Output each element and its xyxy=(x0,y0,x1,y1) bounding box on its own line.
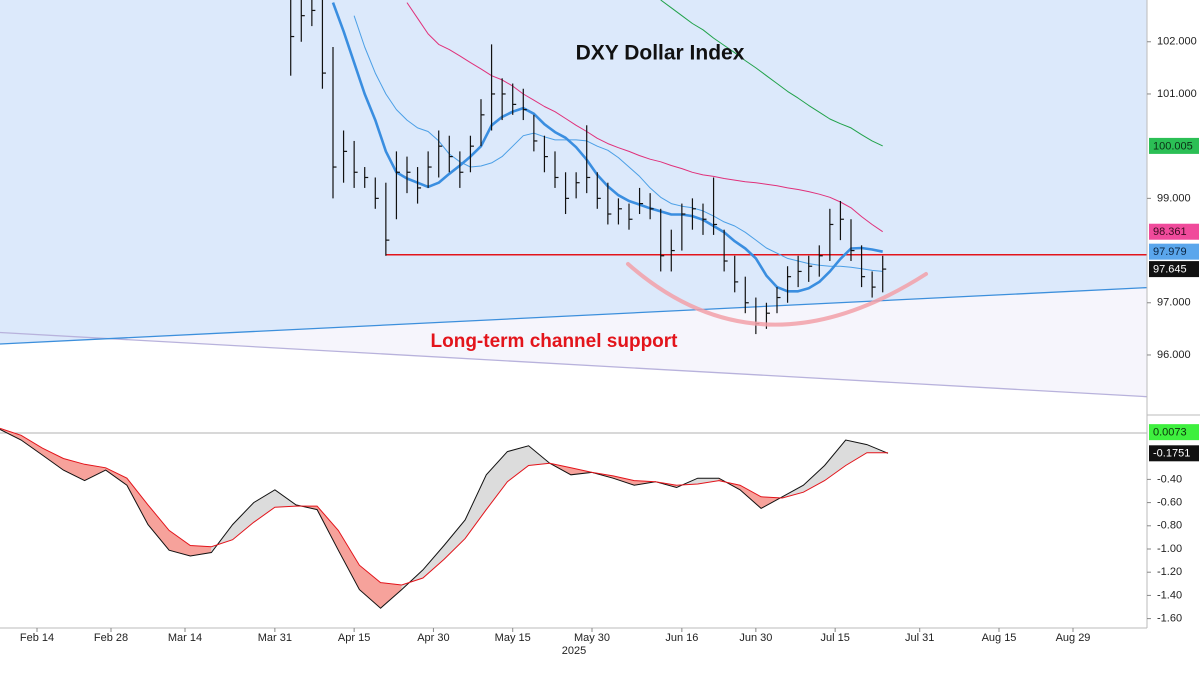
x-tick-label: Aug 29 xyxy=(1056,632,1091,644)
x-tick-label: Apr 30 xyxy=(417,632,449,644)
x-tick-label: Jun 16 xyxy=(665,632,698,644)
channel-line xyxy=(0,331,1147,398)
x-tick-label: May 15 xyxy=(495,632,531,644)
x-tick-label: May 30 xyxy=(574,632,610,644)
price-tag xyxy=(1149,223,1199,240)
price-tag xyxy=(1149,243,1199,260)
price-tag-label: -0.1751 xyxy=(1153,448,1190,460)
x-tick-label: Aug 15 xyxy=(982,632,1017,644)
price-tag-label: 0.0073 xyxy=(1153,427,1187,439)
axes: 102.000 101.000 99.000 97.000 96.000 100.005 9… xyxy=(20,36,1199,644)
y-tick-label: 101.000 xyxy=(1157,88,1197,100)
x-tick-label: Jun 30 xyxy=(739,632,772,644)
moving-average xyxy=(353,15,883,272)
moving-average xyxy=(406,2,883,233)
x-tick-label: Apr 15 xyxy=(338,632,370,644)
x-tick-label: Feb 28 xyxy=(94,632,128,644)
y-tick-label: 102.000 xyxy=(1157,36,1197,48)
price-tag xyxy=(1149,424,1199,441)
channel-fill xyxy=(0,0,1147,345)
price-panel xyxy=(0,0,1147,398)
x-tick-label: Jul 31 xyxy=(905,632,934,644)
x-tick-label: Feb 14 xyxy=(20,632,54,644)
y-tick-label: -1.20 xyxy=(1157,566,1182,578)
channel-line xyxy=(0,286,1147,345)
price-tag xyxy=(1149,137,1199,154)
y-tick-label: -1.40 xyxy=(1157,589,1182,601)
chart-title: DXY Dollar Index xyxy=(576,42,745,65)
moving-average xyxy=(660,0,883,147)
y-tick-label: 99.000 xyxy=(1157,192,1191,204)
x-tick-label: Jul 15 xyxy=(820,632,849,644)
x-tick-label: Mar 14 xyxy=(168,632,202,644)
y-tick-label: -0.60 xyxy=(1157,497,1182,509)
price-tag-label: 98.361 xyxy=(1153,226,1187,238)
y-tick-label: 96.000 xyxy=(1157,349,1191,361)
oscillator-line xyxy=(0,427,888,586)
indicator-panel xyxy=(0,427,1147,609)
x-tick-label: Mar 31 xyxy=(258,632,292,644)
price-tag-label: 97.645 xyxy=(1153,264,1187,276)
y-tick-label: -1.60 xyxy=(1157,613,1182,625)
oscillator-line xyxy=(0,429,889,609)
y-tick-label: 97.000 xyxy=(1157,297,1191,309)
price-tag xyxy=(1149,445,1199,462)
x-axis-label: 2025 xyxy=(562,645,586,657)
annotation: Long-term channel support xyxy=(431,331,679,352)
price-tag xyxy=(1149,261,1199,278)
price-tag-label: 100.005 xyxy=(1153,140,1193,152)
y-tick-label: -0.40 xyxy=(1157,473,1182,485)
y-tick-label: -1.00 xyxy=(1157,543,1182,555)
price-tag-label: 97.979 xyxy=(1153,246,1187,258)
cup-arc xyxy=(626,262,928,327)
y-tick-label: -0.80 xyxy=(1157,520,1182,532)
